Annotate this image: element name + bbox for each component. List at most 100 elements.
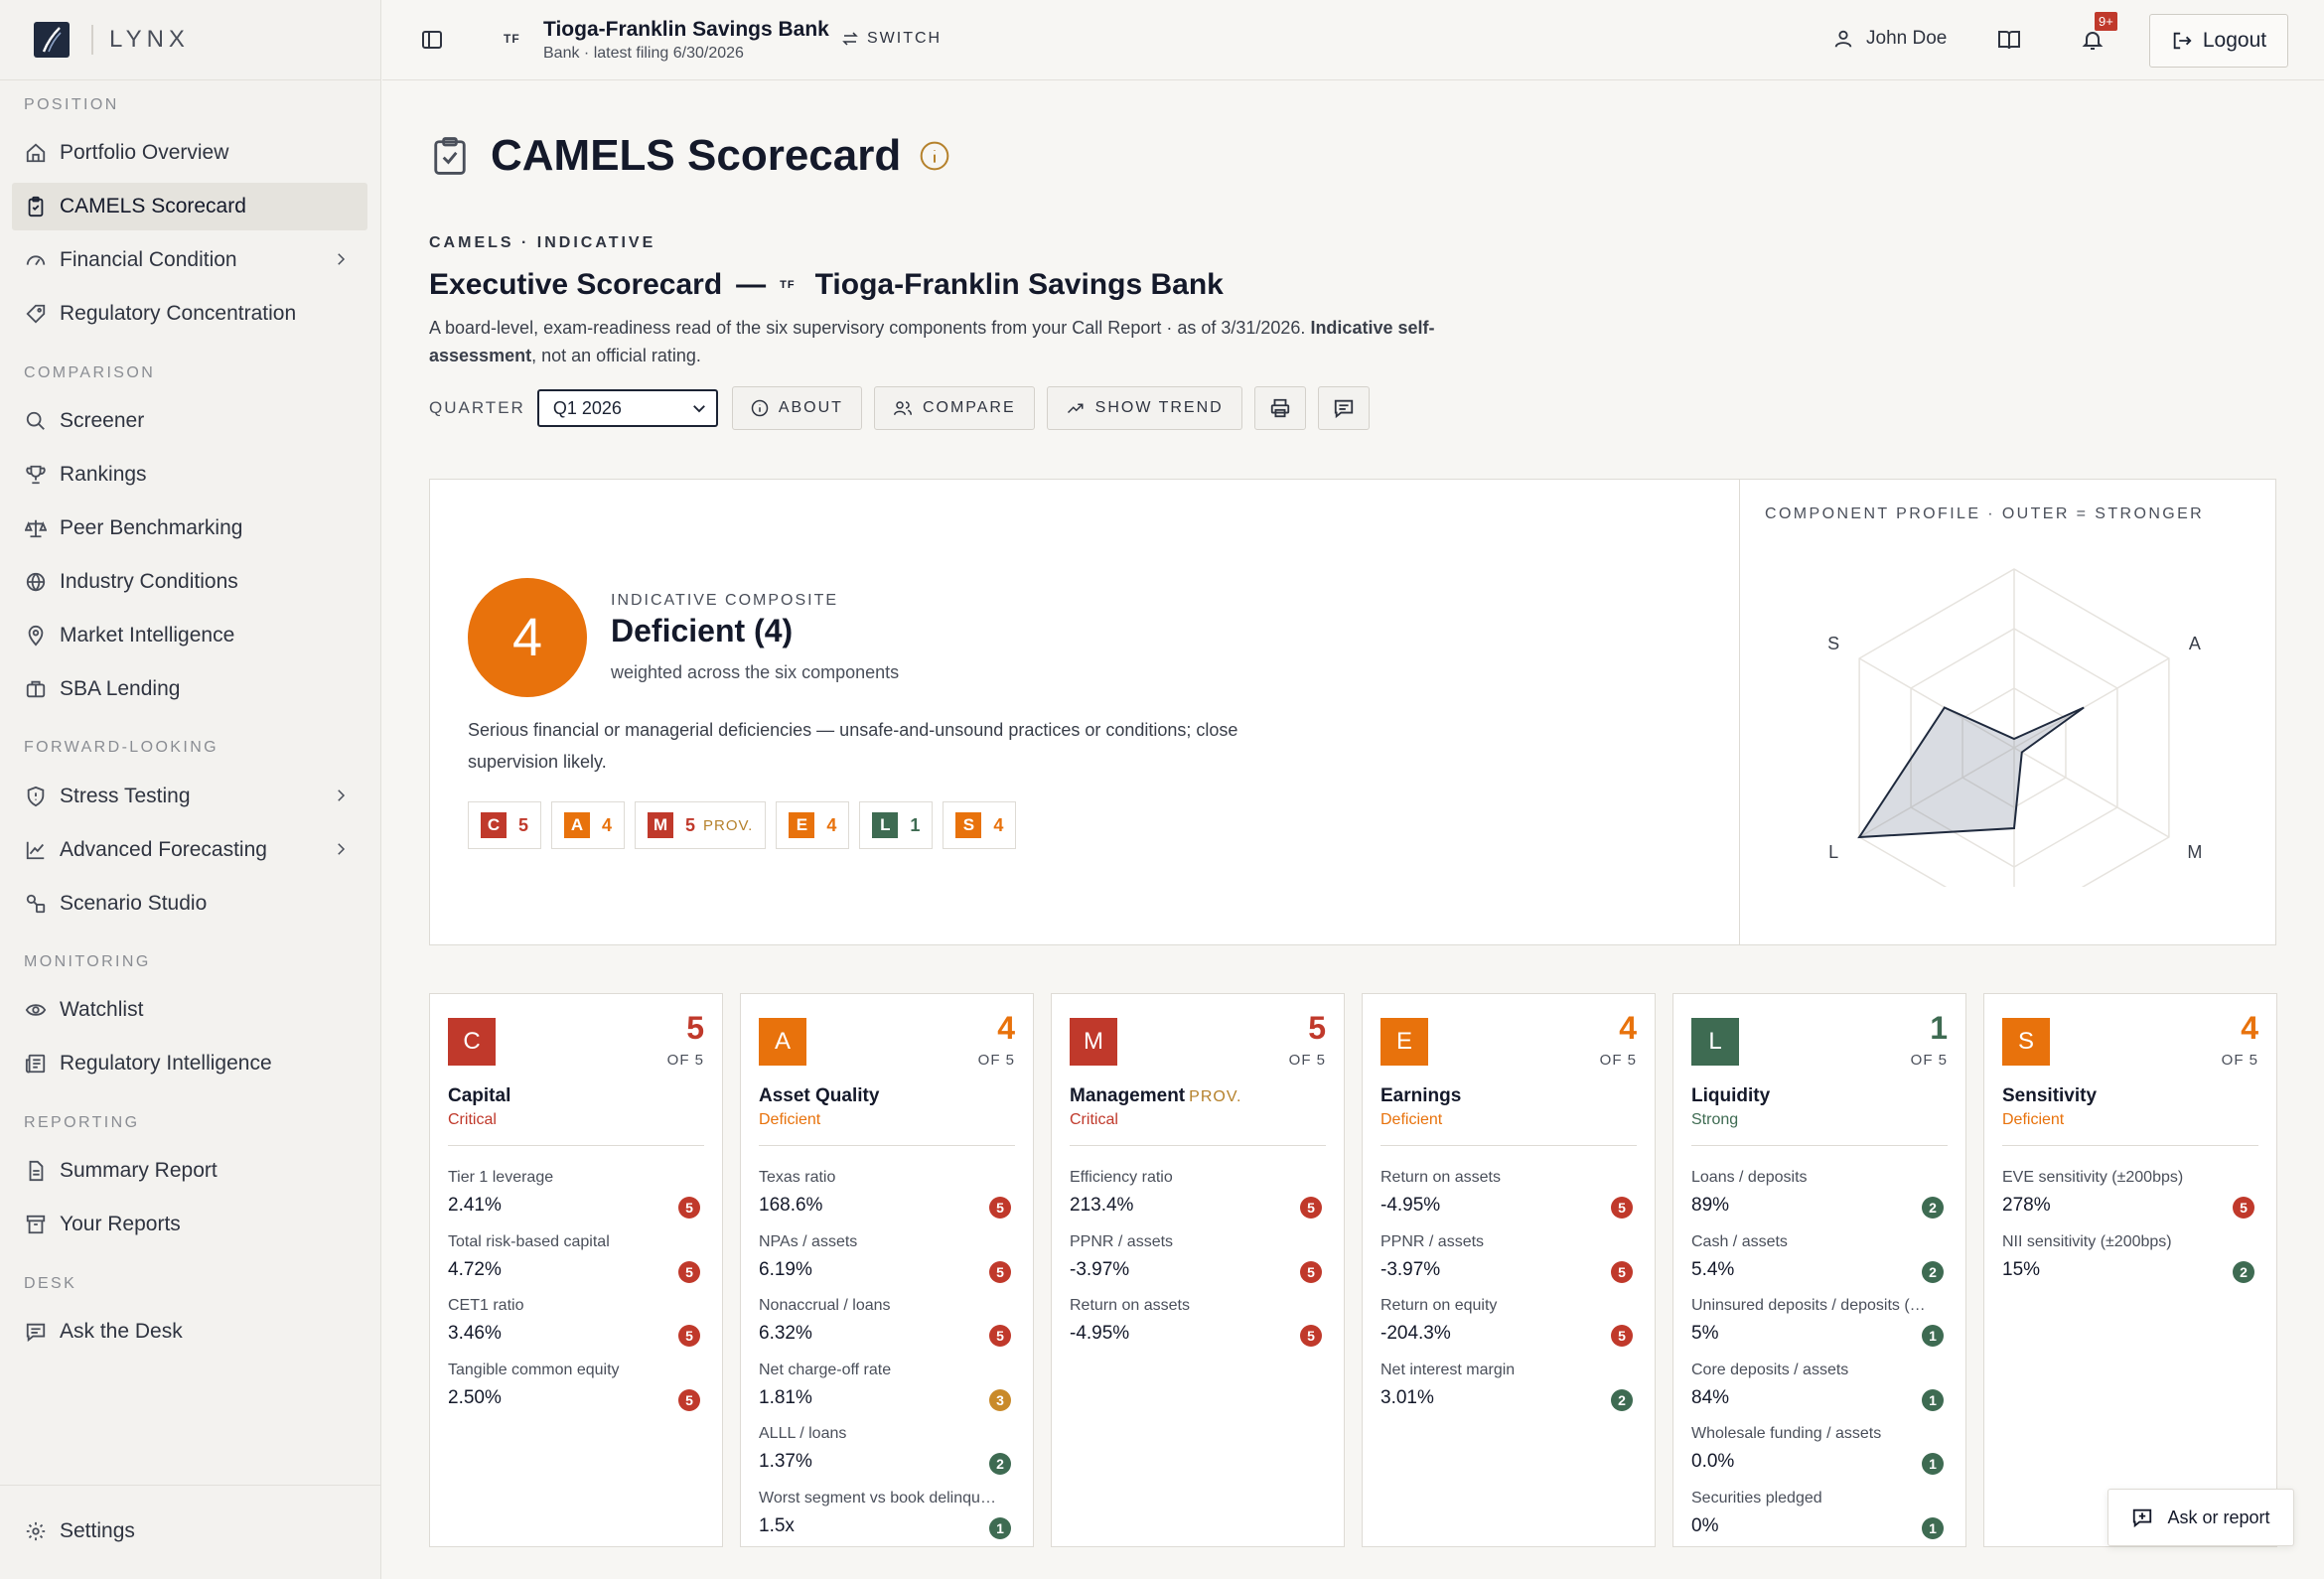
metric-row: Core deposits / assets 84% 1 (1691, 1362, 1948, 1421)
metric-row: NII sensitivity (±200bps) 15% 2 (2002, 1233, 2258, 1293)
component-name-text: Sensitivity (2002, 1085, 2098, 1106)
about-button[interactable]: ABOUT (731, 386, 862, 430)
tag-icon (24, 302, 48, 326)
sidebar-item-your-reports[interactable]: Your Reports (12, 1201, 367, 1248)
logout-button[interactable]: Logout (2149, 14, 2288, 68)
metric-value: -3.97% (1070, 1258, 1130, 1280)
metric-value: 1.81% (759, 1386, 812, 1408)
quarter-select[interactable]: Q1 2026 (536, 389, 718, 427)
chip-letter: L (872, 812, 899, 838)
sidebar-item-sba-lending[interactable]: SBA Lending (12, 665, 367, 713)
section-comparison: COMPARISON (24, 364, 156, 381)
metric-label: EVE sensitivity (±200bps) (2002, 1169, 2184, 1186)
radar-axis-label-a: A (2189, 634, 2201, 653)
sidebar-item-regulatory-concentration[interactable]: Regulatory Concentration (12, 290, 367, 338)
metric-label: CET1 ratio (448, 1297, 524, 1314)
metric-value: 0.0% (1691, 1451, 1735, 1472)
metric-row: Net charge-off rate 1.81% 3 (759, 1362, 1015, 1421)
metric-value: 0% (1691, 1514, 1719, 1536)
sidebar-item-screener[interactable]: Screener (12, 397, 367, 445)
chevron-right-icon (332, 840, 350, 858)
component-card-asset-quality[interactable]: A 4 OF 5 Asset Quality Deficient Texas ratio 1… (740, 993, 1034, 1547)
sidebar-item-peer-benchmarking[interactable]: Peer Benchmarking (12, 504, 367, 552)
notification-count-badge: 9+ (2095, 12, 2117, 31)
ask-or-report-button[interactable]: Ask or report (2107, 1489, 2294, 1546)
component-chip-m[interactable]: M 5 PROV. (635, 801, 767, 849)
settings-button[interactable]: Settings (12, 1507, 367, 1555)
compare-button[interactable]: COMPARE (873, 386, 1035, 430)
docs-button[interactable] (1997, 28, 2021, 52)
component-score: 4 (1619, 1010, 1637, 1046)
component-provisional: PROV. (1189, 1088, 1242, 1105)
metric-row: CET1 ratio 3.46% 5 (448, 1297, 704, 1357)
composite-title: Deficient (4) (611, 613, 794, 648)
comment-button[interactable] (1317, 386, 1370, 430)
sidebar-item-regulatory-intelligence[interactable]: Regulatory Intelligence (12, 1040, 367, 1087)
sidebar-item-scenario-studio[interactable]: Scenario Studio (12, 880, 367, 928)
metric-score-badge: 5 (1611, 1260, 1633, 1283)
component-card-liquidity[interactable]: L 1 OF 5 Liquidity Strong Loans / deposits 89%… (1672, 993, 1966, 1547)
metric-row: Uninsured deposits / deposits (d... 5% 1 (1691, 1297, 1948, 1357)
brand[interactable]: LYNX (0, 0, 380, 80)
section-monitoring: MONITORING (24, 953, 151, 970)
chip-value: 4 (993, 814, 1004, 835)
info-icon[interactable] (919, 140, 950, 172)
settings-label: Settings (60, 1519, 135, 1542)
chip-letter: E (789, 812, 815, 838)
metric-label: Loans / deposits (1691, 1169, 1808, 1186)
sidebar-item-industry-conditions[interactable]: Industry Conditions (12, 558, 367, 606)
sidebar-item-portfolio-overview[interactable]: Portfolio Overview (12, 129, 367, 177)
radar-axis-label-m: M (2187, 842, 2202, 862)
metric-score-badge: 1 (1922, 1516, 1944, 1539)
sidebar-item-ask-the-desk[interactable]: Ask the Desk (12, 1308, 367, 1356)
sidebar-item-rankings[interactable]: Rankings (12, 451, 367, 499)
sidebar-item-market-intelligence[interactable]: Market Intelligence (12, 612, 367, 659)
sidebar-item-label: Portfolio Overview (60, 141, 229, 164)
radar-axis-label-l: L (1828, 842, 1838, 862)
sidebar-item-summary-report[interactable]: Summary Report (12, 1147, 367, 1195)
sidebar-item-label: Summary Report (60, 1159, 218, 1182)
component-rating: Deficient (759, 1111, 821, 1128)
toggle-sidebar-button[interactable] (420, 28, 444, 52)
chip-provisional: PROV. (703, 816, 754, 834)
globe-icon (24, 570, 48, 594)
component-card-sensitivity[interactable]: S 4 OF 5 Sensitivity Deficient EVE sensitivit… (1983, 993, 2277, 1547)
show-trend-button[interactable]: SHOW TREND (1046, 386, 1242, 430)
metric-score-badge: 2 (1611, 1388, 1633, 1411)
sidebar-item-advanced-forecasting[interactable]: Advanced Forecasting (12, 826, 367, 874)
metric-row: EVE sensitivity (±200bps) 278% 5 (2002, 1169, 2258, 1228)
card-divider (1691, 1145, 1948, 1146)
component-card-capital[interactable]: C 5 OF 5 Capital Critical Tier 1 leverage 2.41… (429, 993, 723, 1547)
metric-value: 4.72% (448, 1258, 502, 1280)
radar-title: COMPONENT PROFILE · OUTER = STRONGER (1765, 505, 2205, 522)
sidebar-item-watchlist[interactable]: Watchlist (12, 986, 367, 1034)
print-button[interactable] (1253, 386, 1306, 430)
metric-score-badge: 1 (1922, 1325, 1944, 1347)
component-card-management[interactable]: M 5 OF 5 Management PROV. Critical Efficiency … (1051, 993, 1345, 1547)
sidebar-item-label: Advanced Forecasting (60, 838, 267, 861)
metric-score-badge: 5 (989, 1325, 1011, 1347)
sidebar-item-stress-testing[interactable]: Stress Testing (12, 773, 367, 820)
document-icon (24, 1159, 48, 1183)
brand-separator (91, 25, 93, 55)
scorecard-eyebrow: CAMELS · INDICATIVE (429, 234, 656, 251)
page-title: CAMELS Scorecard (431, 131, 950, 181)
bank-selector[interactable]: Tioga-Franklin Savings Bank Bank · lates… (543, 18, 829, 63)
map-pin-icon (24, 624, 48, 647)
user-menu[interactable]: John Doe (1832, 28, 1947, 50)
component-card-earnings[interactable]: E 4 OF 5 Earnings Deficient Return on assets -… (1362, 993, 1656, 1547)
switch-bank-button[interactable]: SWITCH (841, 30, 942, 48)
notifications-button[interactable]: 9+ (2081, 12, 2117, 52)
component-letter-badge: E (1380, 1018, 1428, 1066)
card-divider (759, 1145, 1015, 1146)
sidebar-item-financial-condition[interactable]: Financial Condition (12, 236, 367, 284)
sidebar-item-camels-scorecard[interactable]: CAMELS Scorecard (12, 183, 367, 230)
metric-label: Tangible common equity (448, 1361, 620, 1378)
metric-score-badge: 3 (989, 1388, 1011, 1411)
sidebar-item-label: Ask the Desk (60, 1320, 183, 1343)
